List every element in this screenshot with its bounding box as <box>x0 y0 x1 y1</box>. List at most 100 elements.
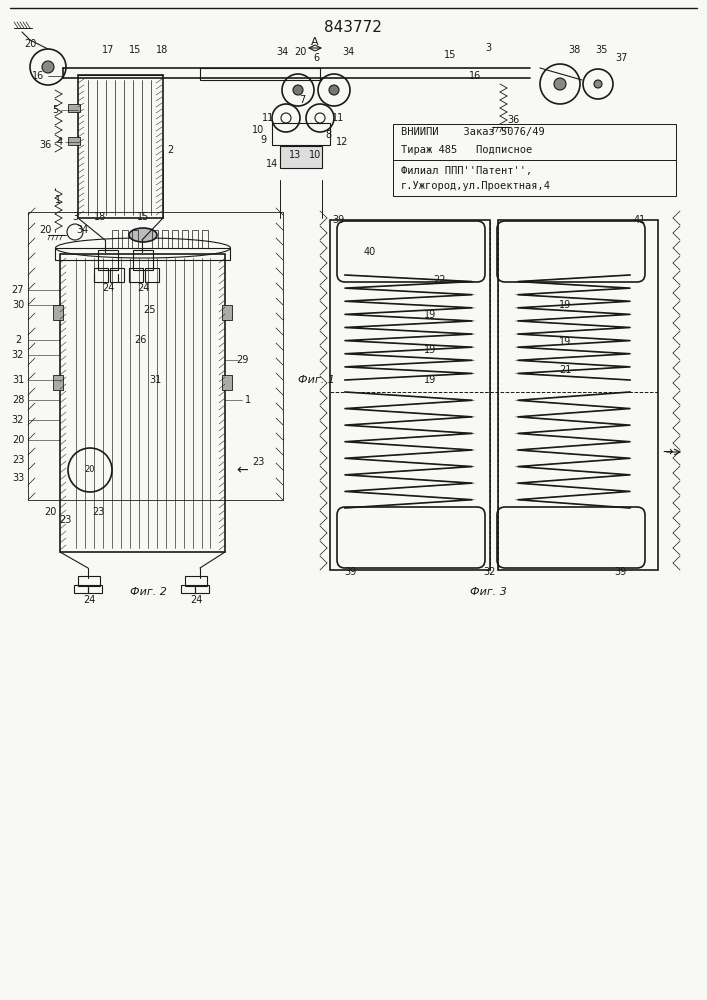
Text: A: A <box>311 37 319 47</box>
Bar <box>132 230 138 248</box>
Text: 39: 39 <box>614 567 626 577</box>
Bar <box>94 268 108 282</box>
Text: 2: 2 <box>15 335 21 345</box>
Text: 31: 31 <box>149 375 161 385</box>
Text: 20: 20 <box>85 466 95 475</box>
Text: Фиг. 1: Фиг. 1 <box>298 375 334 385</box>
Bar <box>172 230 178 248</box>
Text: 20: 20 <box>44 507 56 517</box>
Text: ←: ← <box>236 463 248 477</box>
Bar <box>53 305 63 320</box>
Bar <box>98 250 118 270</box>
Text: 33: 33 <box>12 473 24 483</box>
Text: 23: 23 <box>252 457 264 467</box>
Text: 32: 32 <box>12 350 24 360</box>
Text: 23: 23 <box>12 455 24 465</box>
Bar <box>122 230 128 248</box>
Bar <box>195 585 209 593</box>
Bar <box>68 104 80 112</box>
Text: 39: 39 <box>344 567 356 577</box>
Text: 15: 15 <box>129 45 141 55</box>
Circle shape <box>42 61 54 73</box>
Text: 35: 35 <box>595 45 607 55</box>
Text: 24: 24 <box>102 283 115 293</box>
Text: Фиг. 2: Фиг. 2 <box>129 587 166 597</box>
Text: 16: 16 <box>469 71 481 81</box>
Text: 19: 19 <box>424 375 436 385</box>
Bar <box>145 268 159 282</box>
Text: 2: 2 <box>167 145 173 155</box>
Bar <box>185 576 207 586</box>
Bar <box>280 146 322 168</box>
Text: 1: 1 <box>55 195 61 205</box>
Bar <box>393 124 676 196</box>
Bar <box>152 230 158 248</box>
Bar <box>88 585 102 593</box>
Text: 20: 20 <box>39 225 51 235</box>
Text: Фиг. 3: Фиг. 3 <box>469 587 506 597</box>
Bar <box>55 248 230 260</box>
Text: 19: 19 <box>424 345 436 355</box>
Bar <box>74 585 88 593</box>
Text: 28: 28 <box>12 395 24 405</box>
Text: →: → <box>662 446 673 458</box>
Bar <box>78 75 163 218</box>
Bar <box>68 137 80 145</box>
Bar <box>272 123 330 145</box>
Text: 14: 14 <box>266 159 278 169</box>
Text: 34: 34 <box>342 47 354 57</box>
Text: 32: 32 <box>484 567 496 577</box>
Bar <box>202 230 208 248</box>
Text: 29: 29 <box>236 355 248 365</box>
Bar <box>330 220 490 570</box>
Text: 26: 26 <box>134 335 146 345</box>
Text: 19: 19 <box>424 310 436 320</box>
Text: 25: 25 <box>144 305 156 315</box>
Text: 5: 5 <box>52 105 58 115</box>
Text: Филиал ППП''Патент'',: Филиал ППП''Патент'', <box>401 166 532 176</box>
Bar <box>78 576 100 586</box>
Text: 34: 34 <box>276 47 288 57</box>
Text: 40: 40 <box>364 247 376 257</box>
Text: 38: 38 <box>568 45 580 55</box>
Circle shape <box>293 85 303 95</box>
Text: 6: 6 <box>313 53 319 63</box>
Text: 17: 17 <box>102 45 115 55</box>
Text: 8: 8 <box>325 130 331 140</box>
Text: 20: 20 <box>12 435 24 445</box>
Bar <box>28 212 283 500</box>
Text: 19: 19 <box>559 300 571 310</box>
Text: 23: 23 <box>59 515 71 525</box>
Circle shape <box>554 78 566 90</box>
Circle shape <box>329 85 339 95</box>
Text: 15: 15 <box>137 212 149 222</box>
Bar <box>53 375 63 390</box>
Text: 9: 9 <box>260 135 266 145</box>
Text: 20: 20 <box>24 39 36 49</box>
Bar <box>192 230 198 248</box>
Bar <box>162 230 168 248</box>
Bar <box>112 230 118 248</box>
Bar <box>129 268 143 282</box>
Text: 11: 11 <box>262 113 274 123</box>
Text: 39: 39 <box>332 215 344 225</box>
Text: 10: 10 <box>252 125 264 135</box>
Bar <box>181 585 195 593</box>
Text: 1: 1 <box>245 395 251 405</box>
Bar <box>110 268 124 282</box>
Text: 4: 4 <box>57 137 63 147</box>
Text: 34: 34 <box>76 225 88 235</box>
Text: 18: 18 <box>94 212 106 222</box>
Text: 11: 11 <box>332 113 344 123</box>
Text: 3: 3 <box>485 43 491 53</box>
Text: 3: 3 <box>72 212 78 222</box>
Text: 16: 16 <box>32 71 44 81</box>
Text: 23: 23 <box>92 507 104 517</box>
Text: Тираж 485   Подписное: Тираж 485 Подписное <box>401 145 532 155</box>
Text: 7: 7 <box>299 95 305 105</box>
Bar <box>222 375 232 390</box>
Text: 21: 21 <box>559 365 571 375</box>
Bar <box>222 305 232 320</box>
Text: 13: 13 <box>289 150 301 160</box>
Text: 12: 12 <box>336 137 348 147</box>
